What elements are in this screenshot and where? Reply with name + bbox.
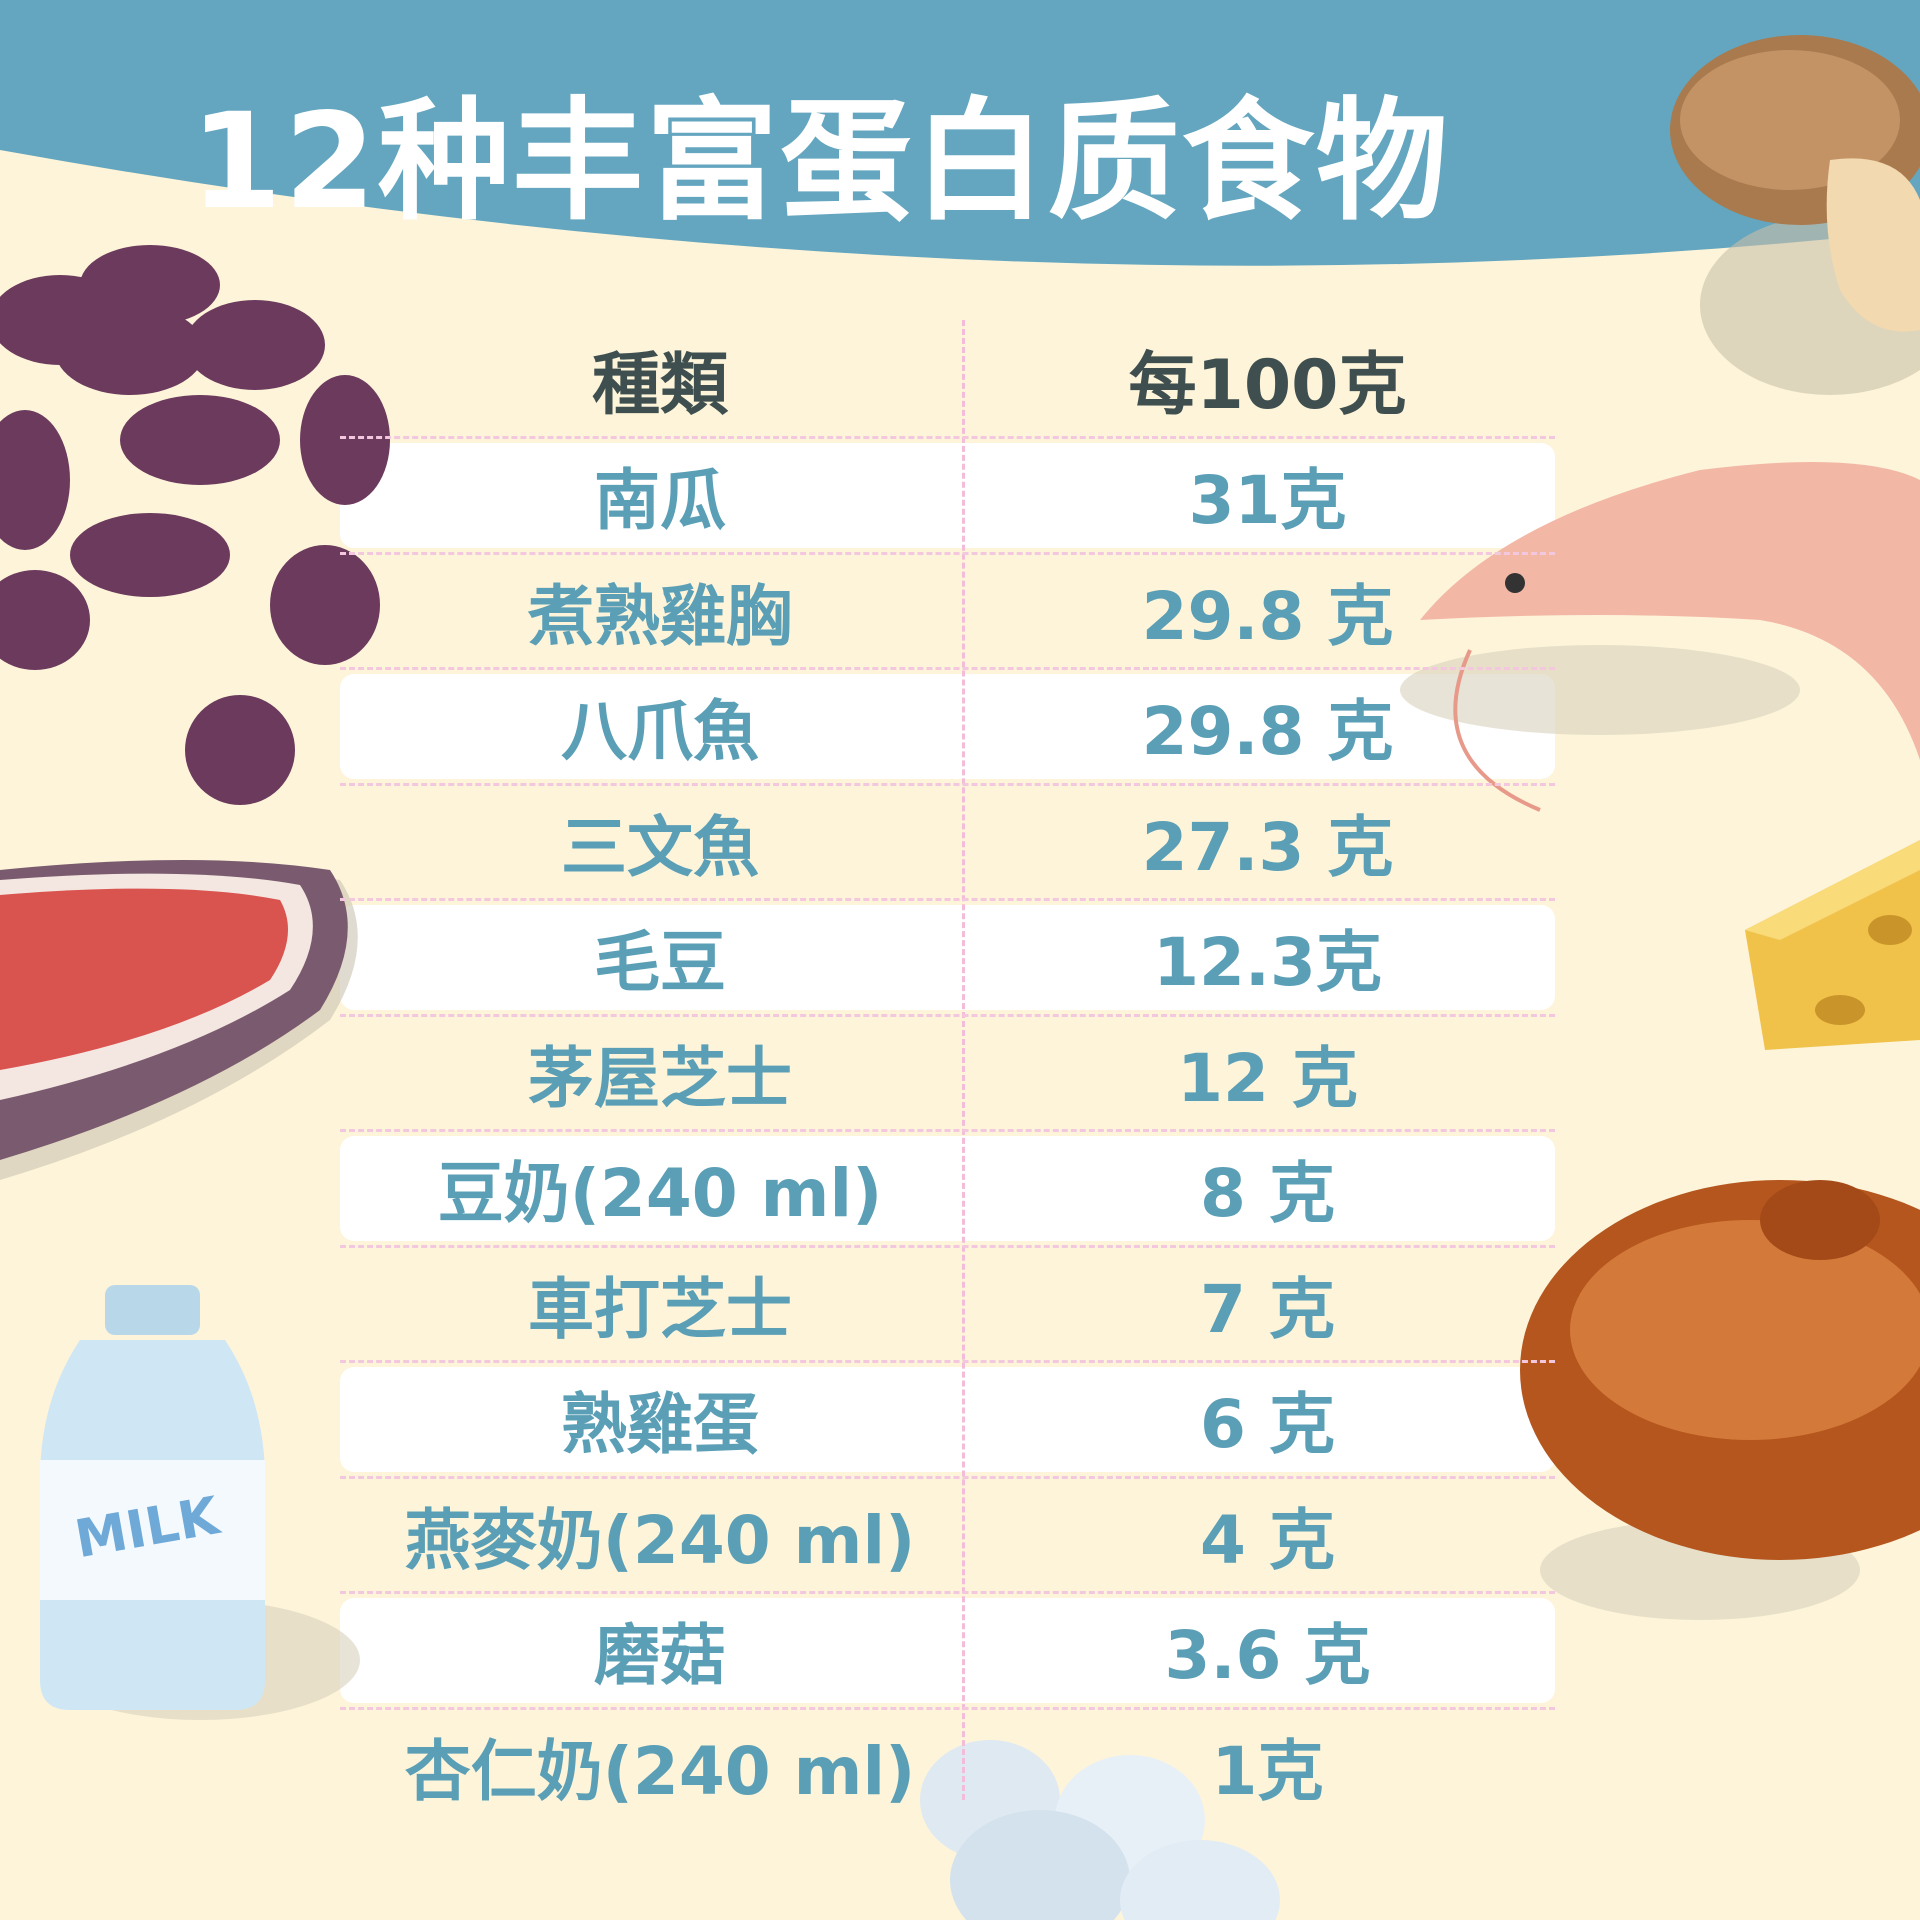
- protein-value: 8 克: [1200, 1155, 1335, 1233]
- table-row: 杏仁奶(240 ml) 1克: [340, 1706, 1555, 1823]
- table-row: 煮熟雞胸 29.8 克: [340, 551, 1555, 668]
- food-name: 煮熟雞胸: [528, 577, 792, 655]
- food-name: 杏仁奶(240 ml): [404, 1732, 916, 1810]
- table-header: 種類 每100克: [340, 320, 1555, 436]
- roast-chicken-illustration: [1520, 1180, 1920, 1620]
- protein-value: 27.3 克: [1141, 808, 1394, 886]
- table-row: 茅屋芝士 12 克: [340, 1013, 1555, 1130]
- table-row: 豆奶(240 ml) 8 克: [340, 1129, 1555, 1245]
- food-name: 熟雞蛋: [561, 1386, 759, 1464]
- cheese-illustration: [1745, 840, 1920, 1050]
- protein-value: 6 克: [1200, 1386, 1335, 1464]
- table-row: 八爪魚 29.8 克: [340, 667, 1555, 783]
- steak-illustration: [0, 860, 358, 1180]
- protein-value: 12.3克: [1153, 924, 1382, 1002]
- protein-value: 4 克: [1200, 1501, 1335, 1579]
- food-name: 三文魚: [561, 808, 759, 886]
- table-row: 毛豆 12.3克: [340, 898, 1555, 1014]
- food-name: 八爪魚: [561, 693, 759, 771]
- eggs-illustration: [920, 1740, 1280, 1920]
- food-name: 南瓜: [594, 462, 726, 540]
- protein-value: 3.6 克: [1164, 1617, 1371, 1695]
- page-title: 12种丰富蛋白质食物: [190, 85, 1450, 239]
- mushroom-illustration: [1670, 35, 1920, 395]
- food-name: 毛豆: [594, 924, 726, 1002]
- protein-value: 1克: [1211, 1732, 1324, 1810]
- table-row: 磨菇 3.6 克: [340, 1591, 1555, 1707]
- table-row: 三文魚 27.3 克: [340, 782, 1555, 899]
- protein-value: 31克: [1188, 462, 1347, 540]
- beans-illustration: [0, 245, 390, 805]
- column-divider: [962, 320, 965, 1800]
- header-food: 種類: [591, 345, 728, 425]
- protein-value: 12 克: [1177, 1039, 1358, 1117]
- header-band: [0, 0, 1920, 266]
- food-name: 燕麥奶(240 ml): [404, 1501, 916, 1579]
- protein-value: 29.8 克: [1141, 693, 1394, 771]
- table-row: 燕麥奶(240 ml) 4 克: [340, 1475, 1555, 1592]
- protein-value: 7 克: [1200, 1270, 1335, 1348]
- table-row: 車打芝士 7 克: [340, 1244, 1555, 1361]
- food-name: 豆奶(240 ml): [437, 1155, 883, 1233]
- protein-value: 29.8 克: [1141, 577, 1394, 655]
- header-per-100g: 每100克: [1128, 345, 1407, 425]
- food-name: 磨菇: [594, 1617, 726, 1695]
- milk-bottle-illustration: MILK: [40, 1285, 360, 1720]
- table-row: 南瓜 31克: [340, 436, 1555, 552]
- food-name: 車打芝士: [528, 1270, 792, 1348]
- protein-table: 種類 每100克 南瓜 31克 煮熟雞胸 29.8 克八爪魚 29.8 克三文魚 27.3…: [340, 320, 1555, 1822]
- food-name: 茅屋芝士: [528, 1039, 792, 1117]
- table-row: 熟雞蛋 6 克: [340, 1360, 1555, 1476]
